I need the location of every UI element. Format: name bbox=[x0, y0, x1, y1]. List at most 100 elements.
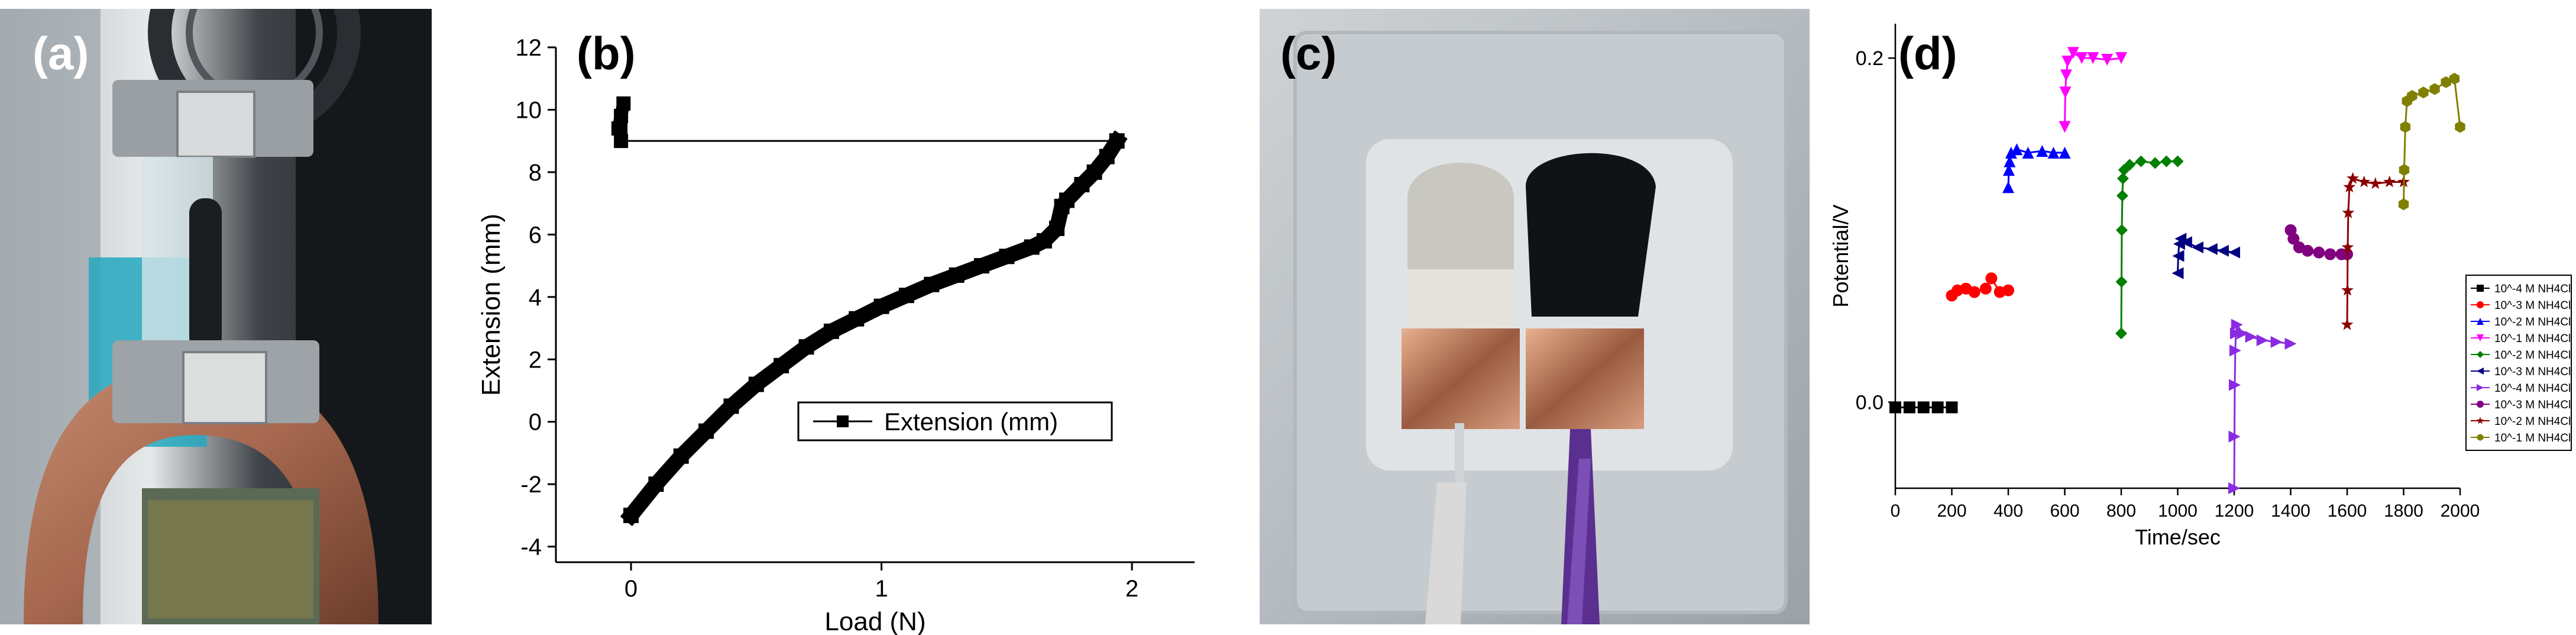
data-point bbox=[1059, 192, 1075, 208]
x-tick-label: 1000 bbox=[2158, 501, 2198, 521]
data-point bbox=[2076, 52, 2088, 65]
legend-marker bbox=[2477, 434, 2484, 441]
legend-marker bbox=[2477, 318, 2484, 325]
data-point bbox=[2124, 159, 2136, 171]
data-point bbox=[2149, 157, 2161, 169]
x-axis-title: Load (N) bbox=[824, 607, 925, 635]
data-point bbox=[2449, 73, 2460, 85]
data-point bbox=[748, 376, 764, 392]
data-point bbox=[2002, 284, 2014, 296]
legend-marker bbox=[837, 415, 849, 427]
data-point bbox=[2059, 121, 2071, 133]
panel-d-label: (d) bbox=[1898, 27, 1957, 79]
y-axis-title: Potential/V bbox=[1829, 204, 1853, 307]
data-point bbox=[2324, 248, 2336, 260]
legend-label: 10^-1 M NH4Cl bbox=[2494, 432, 2571, 444]
x-tick-label: 1 bbox=[875, 576, 888, 602]
x-tick-label: 0 bbox=[624, 576, 637, 602]
legend-marker bbox=[2477, 401, 2484, 408]
data-point bbox=[2418, 86, 2429, 99]
data-point bbox=[2231, 318, 2243, 331]
legend-marker bbox=[2477, 384, 2484, 391]
data-point bbox=[611, 121, 626, 136]
data-point bbox=[2101, 54, 2114, 66]
legend-marker bbox=[2477, 301, 2484, 308]
data-point bbox=[2135, 155, 2147, 167]
data-point bbox=[2284, 337, 2297, 350]
panel-a-photo bbox=[0, 9, 432, 624]
data-point bbox=[2407, 90, 2418, 102]
series-line-8 bbox=[2346, 177, 2404, 325]
legend-label: 10^-1 M NH4Cl bbox=[2494, 333, 2571, 345]
y-tick-label: 4 bbox=[529, 285, 542, 311]
legend-label: 10^-2 M NH4Cl bbox=[2494, 415, 2571, 428]
data-point bbox=[614, 109, 629, 123]
data-point bbox=[2287, 233, 2300, 245]
data-point bbox=[2313, 246, 2325, 259]
legend-label: Extension (mm) bbox=[884, 408, 1058, 436]
data-point bbox=[648, 476, 664, 492]
data-point bbox=[2172, 250, 2185, 262]
data-point bbox=[949, 267, 965, 283]
data-point bbox=[1985, 272, 1998, 285]
data-point bbox=[2228, 482, 2240, 494]
y-tick-label: 0 bbox=[529, 410, 542, 436]
data-point bbox=[1889, 401, 1901, 414]
x-tick-label: 0 bbox=[1891, 501, 1901, 521]
data-point bbox=[1917, 401, 1930, 414]
legend-label: 10^-4 M NH4Cl bbox=[2494, 382, 2571, 395]
y-tick-label: 12 bbox=[516, 35, 542, 61]
data-point bbox=[849, 311, 865, 327]
y-tick-label: 6 bbox=[529, 222, 542, 248]
data-point bbox=[2116, 189, 2128, 202]
x-tick-label: 1800 bbox=[2384, 501, 2423, 521]
legend-label: 10^-2 M NH4Cl bbox=[2494, 349, 2571, 362]
panel-d-chart: 0.0 0.2 0 200 400 600 800 1000 1200 1400 1600 1800 2… bbox=[1829, 24, 2572, 549]
data-point bbox=[2180, 236, 2192, 249]
x-tick-label: 600 bbox=[2050, 501, 2079, 521]
data-point bbox=[2228, 379, 2241, 391]
data-point bbox=[2060, 69, 2072, 82]
x-tick-label: 2 bbox=[1125, 576, 1138, 602]
data-point bbox=[2341, 318, 2354, 330]
legend-label: 10^-4 M NH4Cl bbox=[2494, 283, 2571, 295]
data-point bbox=[2228, 430, 2241, 443]
legend-marker bbox=[2477, 285, 2484, 292]
data-point bbox=[1903, 401, 1915, 414]
y-tick-label: 0.2 bbox=[1856, 47, 1884, 70]
data-point bbox=[2059, 86, 2072, 99]
data-point bbox=[2002, 164, 2015, 176]
data-point bbox=[2216, 244, 2229, 257]
data-point bbox=[1049, 220, 1065, 236]
legend-label: 10^-3 M NH4Cl bbox=[2494, 299, 2571, 312]
y-tick-label: 10 bbox=[516, 97, 542, 123]
data-point bbox=[2059, 147, 2071, 159]
legend-label: 10^-2 M NH4Cl bbox=[2494, 316, 2571, 328]
data-point bbox=[2115, 327, 2127, 340]
data-point bbox=[2228, 246, 2240, 259]
chart-d-plot: 0.0 0.2 0 200 400 600 800 1000 1200 1400 1600 1800 2… bbox=[1829, 24, 2572, 549]
data-point bbox=[723, 398, 739, 414]
series-line-6 bbox=[2233, 322, 2291, 489]
y-axis-title: Extension (mm) bbox=[477, 214, 506, 396]
series-line-4 bbox=[2120, 160, 2178, 334]
series-curve bbox=[620, 130, 1128, 527]
data-point bbox=[2398, 198, 2409, 211]
data-point bbox=[673, 448, 689, 464]
legend-marker bbox=[2477, 351, 2484, 358]
data-point bbox=[974, 258, 989, 274]
data-point bbox=[2172, 267, 2184, 279]
data-point bbox=[1099, 149, 1115, 165]
data-point bbox=[2429, 83, 2440, 95]
panel-b-label: (b) bbox=[577, 27, 636, 79]
data-point bbox=[698, 423, 714, 439]
data-point bbox=[2005, 147, 2017, 159]
data-point bbox=[616, 96, 631, 111]
y-tick-label: -2 bbox=[520, 472, 542, 498]
y-tick-label: 2 bbox=[529, 347, 542, 373]
data-point bbox=[2205, 243, 2218, 255]
data-point bbox=[1979, 282, 1992, 295]
data-point bbox=[2115, 52, 2127, 65]
x-tick-label: 1200 bbox=[2215, 501, 2254, 521]
data-point bbox=[2160, 155, 2173, 167]
